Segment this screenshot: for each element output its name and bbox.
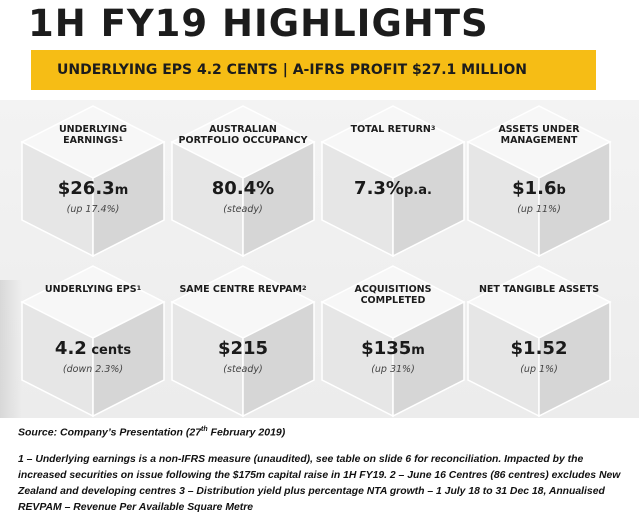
banner-text: UNDERLYING EPS 4.2 CENTS | A-IFRS PROFIT… [57,62,527,78]
cube-value-unit: p.a. [404,183,432,198]
cube-label-sup: 3 [431,124,436,132]
highlight-banner: UNDERLYING EPS 4.2 CENTS | A-IFRS PROFIT… [31,50,596,90]
cube-value: $135m [318,338,468,359]
cube-value: 4.2 cents [18,338,168,359]
cube-label-sup: 1 [137,284,142,292]
footnotes: 1 – Underlying earnings is a non-IFRS me… [18,452,624,516]
cube-note: (up 1%) [464,364,614,375]
cube-note: (up 31%) [318,364,468,375]
cube-value-unit: b [557,183,566,198]
cube-value-number: $26.3 [58,178,115,199]
cube-note: (steady) [168,204,318,215]
cube-label: ASSETS UNDER MANAGEMENT [474,124,604,146]
page-title: 1H FY19 HIGHLIGHTS [28,2,489,45]
source-prefix: Source: Company’s Presentation (27 [18,427,201,439]
cube-assets-under-management: ASSETS UNDER MANAGEMENT $1.6b (up 11%) [464,102,614,260]
cube-label-text: AUSTRALIAN PORTFOLIO OCCUPANCY [179,124,308,146]
cube-acquisitions-completed: ACQUISITIONS COMPLETED $135m (up 31%) [318,262,468,418]
source-note: Source: Company’s Presentation (27th Feb… [18,426,285,439]
cube-label: SAME CENTRE REVPAM2 [178,284,308,295]
cube-label-text: SAME CENTRE REVPAM [179,284,302,295]
cube-portfolio-occupancy: AUSTRALIAN PORTFOLIO OCCUPANCY 80.4% (stea… [168,102,318,260]
cube-label-text: ASSETS UNDER MANAGEMENT [498,124,579,146]
cube-value: 80.4% [168,178,318,199]
cube-label: NET TANGIBLE ASSETS [474,284,604,295]
cube-label-text: TOTAL RETURN [351,124,431,135]
cube-value-unit: cents [87,343,131,358]
highlights-panel: UNDERLYING EARNINGS1 $26.3m (up 17.4%) AUS… [0,100,639,418]
cube-underlying-eps: UNDERLYING EPS1 4.2 cents (down 2.3%) [18,262,168,418]
cube-value: 7.3%p.a. [318,178,468,199]
cube-label: ACQUISITIONS COMPLETED [328,284,458,306]
cube-net-tangible-assets: NET TANGIBLE ASSETS $1.52 (up 1%) [464,262,614,418]
source-sup: th [201,426,208,433]
cube-value-unit: m [115,183,129,198]
cube-value-number: $1.6 [512,178,556,199]
cube-note: (up 11%) [464,204,614,215]
cube-label-sup: 2 [302,284,307,292]
cube-same-centre-revpam: SAME CENTRE REVPAM2 $215 (steady) [168,262,318,418]
cube-value-number: 80.4% [212,178,274,199]
cube-value-number: 7.3% [354,178,404,199]
cube-value: $1.52 [464,338,614,359]
cube-label-text: ACQUISITIONS COMPLETED [355,284,432,306]
cube-label-sup: 1 [118,135,123,143]
cube-label-text: UNDERLYING EARNINGS [59,124,127,146]
cube-label-text: UNDERLYING EPS [45,284,137,295]
cube-label: AUSTRALIAN PORTFOLIO OCCUPANCY [178,124,308,146]
cube-underlying-earnings: UNDERLYING EARNINGS1 $26.3m (up 17.4%) [18,102,168,260]
cube-value-unit: m [411,343,425,358]
cube-value-number: $215 [218,338,268,359]
cube-value-number: $135 [361,338,411,359]
cube-note: (up 17.4%) [18,204,168,215]
cube-total-return: TOTAL RETURN3 7.3%p.a. [318,102,468,260]
cube-value: $26.3m [18,178,168,199]
cube-note: (steady) [168,364,318,375]
cube-label: UNDERLYING EARNINGS1 [28,124,158,146]
cube-label: TOTAL RETURN3 [328,124,458,135]
cube-value: $1.6b [464,178,614,199]
cube-label: UNDERLYING EPS1 [28,284,158,295]
cube-value: $215 [168,338,318,359]
cube-label-text: NET TANGIBLE ASSETS [479,284,599,295]
cube-value-number: 4.2 [55,338,87,359]
source-suffix: February 2019) [208,427,286,439]
cube-note: (down 2.3%) [18,364,168,375]
cube-value-number: $1.52 [511,338,568,359]
